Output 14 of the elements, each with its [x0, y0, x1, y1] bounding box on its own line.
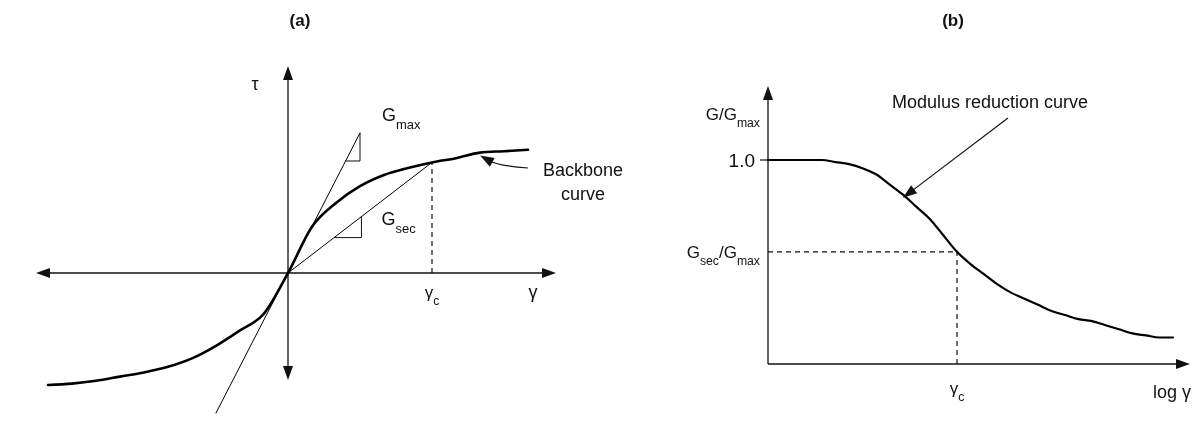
text: γ$_{c}$	[949, 379, 965, 404]
series-label: G$_{max}$	[382, 105, 422, 132]
chart-title: (b)	[942, 11, 964, 30]
text: 1.0	[728, 150, 755, 171]
annotation: γ$_{c}$	[424, 283, 440, 308]
y-axis-title: τ	[251, 74, 259, 94]
ref-line-label: G$_{sec}$/G$_{max}$	[686, 242, 760, 268]
y-axis-title: G/G$_{max}$	[705, 105, 760, 130]
x-axis-title: log γ	[1152, 382, 1191, 402]
text: Modulus reduction curve	[891, 92, 1089, 112]
series-label: G$_{sec}$	[381, 208, 417, 236]
series-label: Backbone curve	[542, 160, 624, 204]
x-axis-title: γ	[528, 282, 538, 302]
chart-title: (a)	[289, 11, 311, 30]
